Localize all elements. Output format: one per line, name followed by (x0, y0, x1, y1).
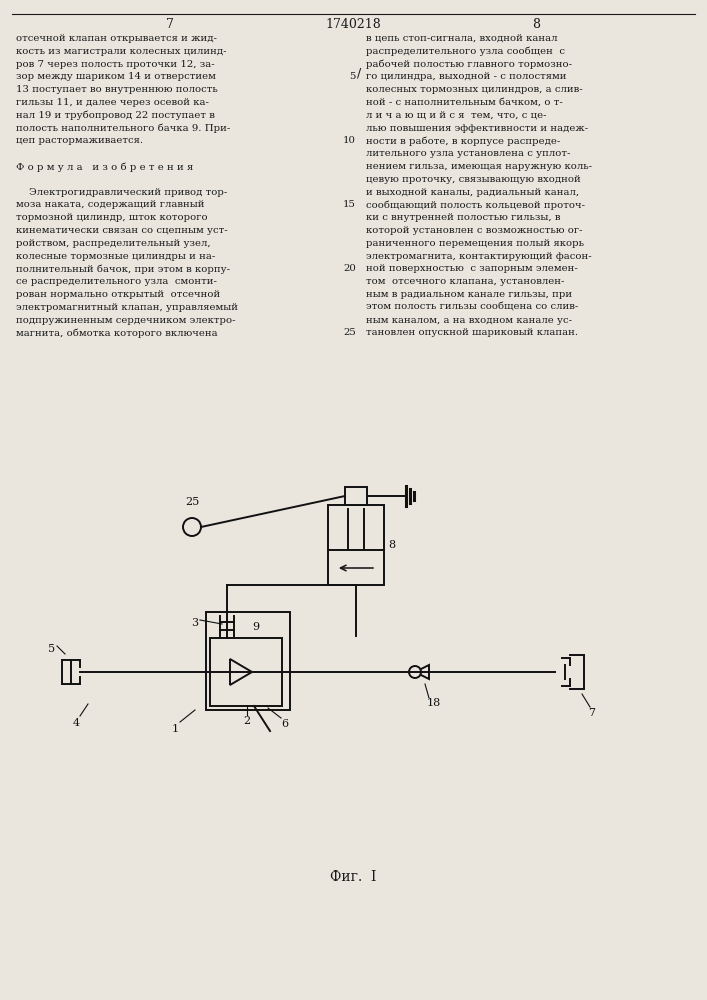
Text: ным в радиальном канале гильзы, при: ным в радиальном канале гильзы, при (366, 290, 572, 299)
Text: 5: 5 (49, 644, 56, 654)
Text: отсечной клапан открывается и жид-: отсечной клапан открывается и жид- (16, 34, 217, 43)
Text: ров 7 через полость проточки 12, за-: ров 7 через полость проточки 12, за- (16, 60, 215, 69)
Text: цевую проточку, связывающую входной: цевую проточку, связывающую входной (366, 175, 580, 184)
Text: Электрогидравлический привод тор-: Электрогидравлический привод тор- (16, 188, 227, 197)
Circle shape (409, 666, 421, 678)
Bar (345, 487, 367, 505)
Polygon shape (230, 659, 252, 685)
Text: раниченного перемещения полый якорь: раниченного перемещения полый якорь (366, 239, 584, 248)
Text: ности в работе, в корпусе распреде-: ности в работе, в корпусе распреде- (366, 136, 560, 146)
Text: цеп растормаживается.: цеп растормаживается. (16, 136, 143, 145)
Text: колесные тормозные цилиндры и на-: колесные тормозные цилиндры и на- (16, 252, 215, 261)
Text: кость из магистрали колесных цилинд-: кость из магистрали колесных цилинд- (16, 47, 226, 56)
Text: 25: 25 (344, 328, 356, 337)
Text: ройством, распределительный узел,: ройством, распределительный узел, (16, 239, 211, 248)
Bar (210, 638, 282, 706)
Text: 1: 1 (171, 724, 179, 734)
Text: /: / (357, 66, 361, 79)
Text: зор между шариком 14 и отверстием: зор между шариком 14 и отверстием (16, 72, 216, 81)
Text: рабочей полостью главного тормозно-: рабочей полостью главного тормозно- (366, 60, 572, 69)
Text: 6: 6 (281, 719, 288, 729)
Text: нал 19 и трубопровод 22 поступает в: нал 19 и трубопровод 22 поступает в (16, 111, 215, 120)
Text: 7: 7 (588, 708, 595, 718)
Text: этом полость гильзы сообщена со слив-: этом полость гильзы сообщена со слив- (366, 303, 578, 312)
Text: 10: 10 (343, 136, 356, 145)
Text: л и ч а ю щ и й с я  тем, что, с це-: л и ч а ю щ и й с я тем, что, с це- (366, 111, 547, 120)
Text: 25: 25 (185, 497, 199, 507)
Text: колесных тормозных цилиндров, а слив-: колесных тормозных цилиндров, а слив- (366, 85, 583, 94)
Text: магнита, обмотка которого включена: магнита, обмотка которого включена (16, 328, 218, 338)
Text: 1740218: 1740218 (325, 18, 381, 31)
Bar (206, 612, 290, 710)
Text: полнительный бачок, при этом в корпу-: полнительный бачок, при этом в корпу- (16, 264, 230, 274)
Text: том  отсечного клапана, установлен-: том отсечного клапана, установлен- (366, 277, 564, 286)
Text: 3: 3 (191, 618, 198, 628)
Text: полость наполнительного бачка 9. При-: полость наполнительного бачка 9. При- (16, 124, 230, 133)
Text: гильзы 11, и далее через осевой ка-: гильзы 11, и далее через осевой ка- (16, 98, 209, 107)
Text: лью повышения эффективности и надеж-: лью повышения эффективности и надеж- (366, 124, 588, 133)
Text: 15: 15 (343, 200, 356, 209)
Text: Фиг.  I: Фиг. I (329, 870, 376, 884)
Text: 20: 20 (344, 264, 356, 273)
Text: го цилиндра, выходной - с полостями: го цилиндра, выходной - с полостями (366, 72, 566, 81)
Text: моза наката, содержащий главный: моза наката, содержащий главный (16, 200, 204, 209)
Text: распределительного узла сообщен  с: распределительного узла сообщен с (366, 47, 565, 56)
Text: 2: 2 (243, 716, 250, 726)
Text: которой установлен с возможностью ог-: которой установлен с возможностью ог- (366, 226, 583, 235)
Text: Ф о р м у л а   и з о б р е т е н и я: Ф о р м у л а и з о б р е т е н и я (16, 162, 193, 172)
Text: 9: 9 (252, 622, 259, 632)
Bar (328, 505, 384, 585)
Text: 8: 8 (388, 540, 395, 550)
Text: подпружиненным сердечником электро-: подпружиненным сердечником электро- (16, 316, 235, 325)
Text: 8: 8 (532, 18, 540, 31)
Text: 4: 4 (72, 718, 80, 728)
Text: се распределительного узла  смонти-: се распределительного узла смонти- (16, 277, 217, 286)
Text: 18: 18 (427, 698, 441, 708)
Text: тормозной цилиндр, шток которого: тормозной цилиндр, шток которого (16, 213, 208, 222)
Text: ной - с наполнительным бачком, о т-: ной - с наполнительным бачком, о т- (366, 98, 563, 107)
Text: электромагнита, контактирующий фасон-: электромагнита, контактирующий фасон- (366, 252, 592, 261)
Text: кинематически связан со сцепным уст-: кинематически связан со сцепным уст- (16, 226, 228, 235)
Text: лительного узла установлена с уплот-: лительного узла установлена с уплот- (366, 149, 571, 158)
Text: 13 поступает во внутреннюю полость: 13 поступает во внутреннюю полость (16, 85, 218, 94)
Text: тановлен опускной шариковый клапан.: тановлен опускной шариковый клапан. (366, 328, 578, 337)
Text: рован нормально открытый  отсечной: рован нормально открытый отсечной (16, 290, 221, 299)
Circle shape (183, 518, 201, 536)
Text: электромагнитный клапан, управляемый: электромагнитный клапан, управляемый (16, 303, 238, 312)
Text: ным каналом, а на входном канале ус-: ным каналом, а на входном канале ус- (366, 316, 572, 325)
Text: 7: 7 (166, 18, 174, 31)
Text: 5: 5 (350, 72, 356, 81)
Text: и выходной каналы, радиальный канал,: и выходной каналы, радиальный канал, (366, 188, 579, 197)
Text: в цепь стоп-сигнала, входной канал: в цепь стоп-сигнала, входной канал (366, 34, 558, 43)
Text: сообщающий полость кольцевой проточ-: сообщающий полость кольцевой проточ- (366, 200, 585, 210)
Text: нением гильза, имеющая наружную коль-: нением гильза, имеющая наружную коль- (366, 162, 592, 171)
Text: ки с внутренней полостью гильзы, в: ки с внутренней полостью гильзы, в (366, 213, 561, 222)
Text: ной поверхностью  с запорным элемен-: ной поверхностью с запорным элемен- (366, 264, 578, 273)
Polygon shape (415, 665, 429, 679)
